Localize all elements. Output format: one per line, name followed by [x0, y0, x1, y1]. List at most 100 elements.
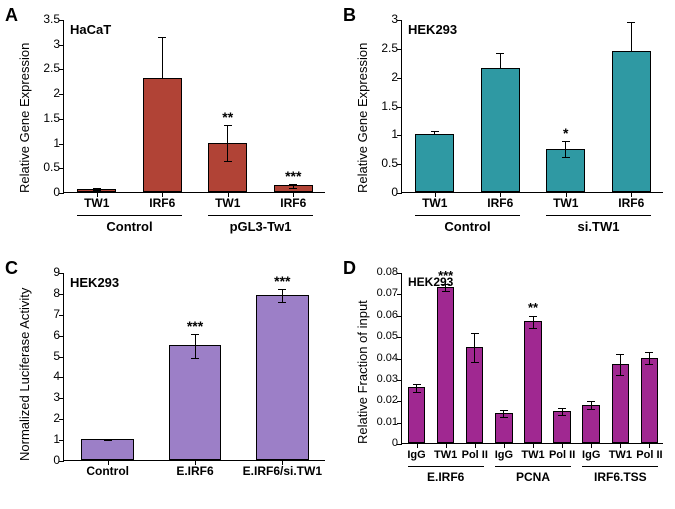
x-group-label: pGL3-Tw1 [230, 219, 292, 234]
bar [481, 68, 520, 192]
y-tick-label: 0.01 [377, 416, 402, 428]
error-bar [162, 37, 163, 79]
error-bar [227, 125, 228, 163]
error-bar [416, 384, 417, 393]
x-group-label: IRF6.TSS [594, 470, 647, 484]
panel-A: AHaCaT00.511.522.533.5TW1IRF6**TW1***IRF… [5, 5, 335, 255]
x-tick-mark [282, 460, 283, 465]
error-bar [293, 184, 294, 189]
x-tick-mark [446, 443, 447, 448]
y-tick-label: 4 [53, 369, 64, 383]
cell-line-label: HaCaT [70, 22, 111, 37]
y-tick-label: 1 [53, 432, 64, 446]
y-tick-label: 2 [391, 70, 402, 84]
x-category-label: IgG [407, 449, 425, 461]
panel-letter-D: D [343, 258, 356, 279]
x-category-label: Pol II [636, 449, 662, 461]
y-tick-label: 2 [53, 411, 64, 425]
panel-D: D HEK29300.010.020.030.040.050.060.070.08… [343, 258, 673, 506]
bar [143, 78, 182, 192]
group-underline [408, 466, 484, 467]
bar [81, 439, 133, 460]
bar [437, 287, 454, 443]
bar [524, 321, 541, 443]
y-axis-label: Relative Fraction of input [355, 300, 370, 444]
y-tick-label: 0.5 [43, 160, 64, 174]
y-tick-label: 0.07 [377, 287, 402, 299]
x-category-label: IRF6 [280, 196, 306, 210]
y-tick-label: 8 [53, 286, 64, 300]
significance-marker: *** [187, 318, 203, 334]
y-axis-label: Relative Gene Expression [17, 43, 32, 193]
error-bar [631, 22, 632, 52]
y-tick-label: 2.5 [43, 61, 64, 75]
panel-letter-B: B [343, 5, 356, 26]
x-category-label: E.IRF6 [176, 464, 213, 478]
x-tick-mark [195, 460, 196, 465]
y-tick-label: 0.05 [377, 330, 402, 342]
x-tick-mark [562, 443, 563, 448]
plot-B: HEK29300.511.522.53TW1IRF6*TW1IRF6Contro… [401, 20, 663, 193]
x-group-label: Control [444, 219, 490, 234]
y-tick-label: 0.04 [377, 352, 402, 364]
y-tick-label: 0.08 [377, 266, 402, 278]
y-tick-label: 2.5 [381, 41, 402, 55]
y-axis-label: Normalized Luciferase Activity [17, 288, 32, 461]
panel-C: C HEK2930123456789Control***E.IRF6***E.IR… [5, 258, 335, 506]
group-underline [77, 215, 182, 216]
group-underline [582, 466, 658, 467]
x-tick-mark [293, 192, 294, 197]
x-category-label: TW1 [521, 449, 544, 461]
bar [612, 364, 629, 443]
x-tick-mark [108, 460, 109, 465]
y-tick-label: 1 [391, 127, 402, 141]
x-tick-mark [228, 192, 229, 197]
error-bar [500, 53, 501, 69]
y-tick-label: 9 [53, 265, 64, 279]
y-tick-label: 0 [392, 437, 402, 449]
error-bar [195, 334, 196, 359]
plot-D: HEK29300.010.020.030.040.050.060.070.08I… [401, 273, 663, 444]
x-tick-mark [566, 192, 567, 197]
panel-B: B HEK29300.511.522.53TW1IRF6*TW1IRF6Contr… [343, 5, 673, 255]
error-bar [503, 410, 504, 419]
error-bar [649, 352, 650, 365]
y-tick-label: 0 [53, 453, 64, 467]
y-axis-label: Relative Gene Expression [355, 43, 370, 193]
x-category-label: TW1 [422, 196, 447, 210]
x-category-label: E.IRF6/si.TW1 [243, 464, 322, 478]
y-tick-label: 3.5 [43, 12, 64, 26]
x-group-label: PCNA [516, 470, 550, 484]
y-tick-label: 3 [53, 37, 64, 51]
x-tick-mark [533, 443, 534, 448]
x-category-label: TW1 [553, 196, 578, 210]
x-category-label: IRF6 [618, 196, 644, 210]
error-bar [282, 289, 283, 304]
y-tick-label: 0.02 [377, 394, 402, 406]
significance-marker: *** [285, 168, 301, 184]
x-tick-mark [631, 192, 632, 197]
error-bar [107, 439, 108, 441]
group-underline [495, 466, 571, 467]
x-category-label: IgG [582, 449, 600, 461]
group-underline [415, 215, 520, 216]
x-tick-mark [591, 443, 592, 448]
bar [408, 387, 425, 443]
error-bar [562, 408, 563, 417]
y-tick-label: 1 [53, 136, 64, 150]
x-category-label: IgG [495, 449, 513, 461]
plot-C: HEK2930123456789Control***E.IRF6***E.IRF… [63, 273, 325, 461]
error-bar [434, 131, 435, 136]
group-underline [546, 215, 651, 216]
panel-letter-C: C [5, 258, 18, 279]
significance-marker: *** [274, 273, 290, 289]
x-category-label: Control [86, 464, 129, 478]
error-bar [620, 354, 621, 375]
x-category-label: IRF6 [487, 196, 513, 210]
error-bar [96, 188, 97, 191]
y-tick-label: 7 [53, 307, 64, 321]
x-tick-mark [97, 192, 98, 197]
x-tick-mark [649, 443, 650, 448]
y-tick-label: 0.03 [377, 373, 402, 385]
y-tick-label: 0 [53, 185, 64, 199]
